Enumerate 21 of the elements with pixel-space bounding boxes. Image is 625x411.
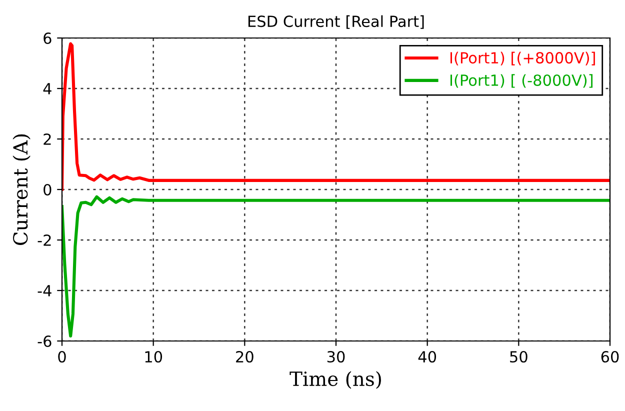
legend-label: I(Port1) [(+8000V)]: [450, 52, 595, 66]
line-series: [62, 42, 610, 192]
x-tick-label: 20: [236, 350, 254, 363]
x-tick-label: 0: [58, 350, 66, 363]
legend-label: I(Port1) [ (-8000V)]: [450, 74, 592, 88]
x-tick-label: 30: [327, 350, 345, 363]
y-tick-label: 0: [44, 184, 52, 196]
y-tick-label: 2: [44, 133, 51, 145]
x-tick-label: 50: [510, 350, 528, 363]
x-axis-title: Time (ns): [290, 371, 381, 389]
x-tick-label: 60: [601, 350, 619, 363]
line-series: [62, 195, 610, 338]
y-axis-title: Current (A): [12, 134, 30, 246]
x-tick-label: 10: [145, 350, 162, 363]
y-tick-label: -6: [38, 335, 52, 348]
x-tick-label: 40: [418, 350, 436, 363]
y-tick-label: 4: [43, 83, 52, 94]
y-tick-label: 6: [44, 32, 52, 44]
y-tick-label: -2: [38, 234, 51, 246]
chart-title: ESD Current [Real Part]: [248, 15, 424, 29]
y-tick-label: -4: [38, 285, 52, 296]
